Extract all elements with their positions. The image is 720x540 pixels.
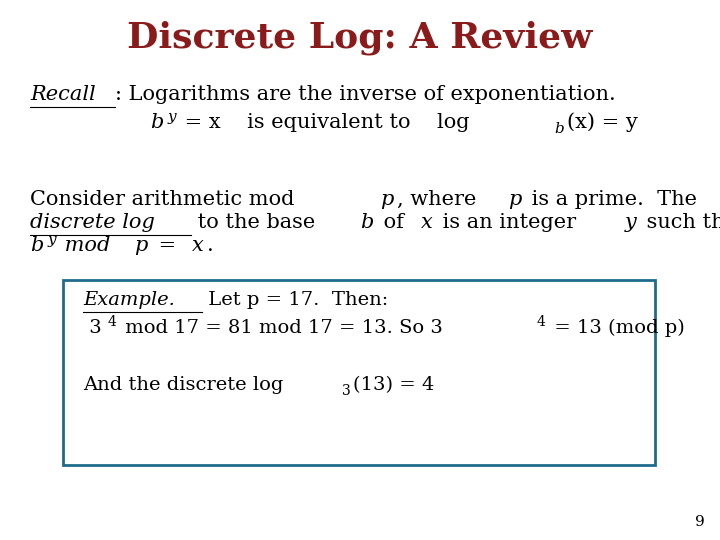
Text: x: x (192, 236, 203, 255)
Text: : Logarithms are the inverse of exponentiation.: : Logarithms are the inverse of exponent… (114, 85, 616, 104)
Text: , where: , where (397, 190, 483, 209)
Text: 9: 9 (695, 515, 705, 529)
FancyBboxPatch shape (63, 280, 655, 465)
Text: to the base: to the base (191, 213, 322, 232)
Text: b: b (554, 122, 564, 136)
Text: is a prime.  The: is a prime. The (525, 190, 697, 209)
Text: y: y (625, 213, 636, 232)
Text: And the discrete log: And the discrete log (83, 376, 284, 394)
Text: y: y (48, 233, 56, 247)
Text: p: p (508, 190, 521, 209)
Text: =: = (152, 236, 183, 255)
Text: p: p (379, 190, 393, 209)
Text: Discrete Log: A Review: Discrete Log: A Review (127, 21, 593, 55)
Text: Recall: Recall (30, 85, 96, 104)
Text: 4: 4 (536, 315, 546, 329)
Text: Example.: Example. (83, 291, 175, 309)
Text: 3: 3 (83, 319, 102, 337)
Text: mod 17 = 81 mod 17 = 13. So 3: mod 17 = 81 mod 17 = 13. So 3 (119, 319, 443, 337)
Text: p: p (135, 236, 148, 255)
Text: x: x (420, 213, 432, 232)
Text: 3: 3 (341, 384, 351, 398)
Text: b: b (360, 213, 374, 232)
Text: b: b (30, 236, 43, 255)
Text: is an integer: is an integer (436, 213, 582, 232)
Text: discrete log: discrete log (30, 213, 155, 232)
Text: Let p = 17.  Then:: Let p = 17. Then: (202, 291, 388, 309)
Text: .: . (207, 236, 213, 255)
Text: b: b (150, 113, 163, 132)
Text: such that: such that (640, 213, 720, 232)
Text: = 13 (mod p): = 13 (mod p) (548, 319, 685, 337)
Text: (13) = 4: (13) = 4 (353, 376, 434, 394)
Text: y: y (167, 110, 176, 124)
Text: of: of (377, 213, 410, 232)
Text: = x    is equivalent to    log: = x is equivalent to log (179, 113, 470, 132)
Text: 4: 4 (107, 315, 116, 329)
Text: (x) = y: (x) = y (567, 112, 638, 132)
Text: mod: mod (58, 236, 117, 255)
Text: Consider arithmetic mod: Consider arithmetic mod (30, 190, 301, 209)
